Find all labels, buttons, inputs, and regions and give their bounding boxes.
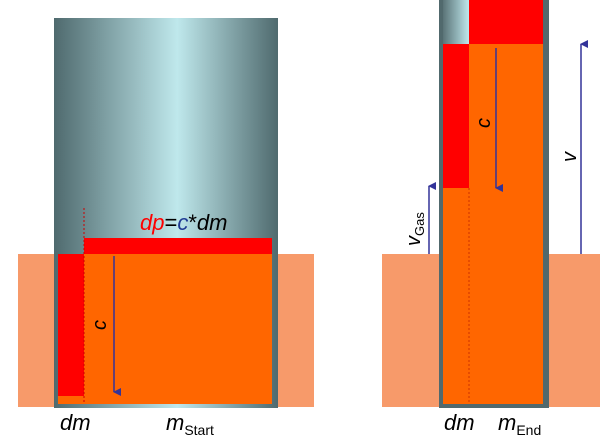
eq-star: * — [188, 210, 197, 235]
left-ground-right — [276, 254, 314, 407]
left-c-label: c — [89, 320, 111, 330]
right-gas-top — [469, 0, 543, 44]
right-vgas-label: vGas — [403, 212, 427, 246]
eq-dp: dp — [140, 210, 164, 235]
eq-c: c — [177, 210, 188, 235]
right-ground-left — [382, 254, 440, 407]
right-cylinder-window — [443, 0, 469, 44]
right-v-label: v — [559, 151, 581, 162]
right-c-label: c — [473, 118, 495, 128]
right-panel: c v vGas dm mEnd — [382, 0, 600, 436]
left-m-label: mStart — [166, 410, 214, 436]
right-dm-label: dm — [444, 410, 475, 435]
left-propellant-mass — [58, 254, 272, 404]
right-ground-right — [548, 254, 600, 407]
right-m-label: mEnd — [498, 410, 541, 436]
left-equation: dp=c*dm — [140, 210, 227, 235]
left-panel: c dp=c*dm dm mStart — [18, 18, 314, 436]
left-dm-label: dm — [60, 410, 91, 435]
eq-dm: dm — [197, 210, 228, 235]
left-gas-layer — [84, 238, 272, 254]
eq-equals: = — [164, 210, 177, 235]
left-ground-left — [18, 254, 56, 407]
left-dm-column — [58, 254, 84, 396]
right-dm-column — [443, 44, 469, 188]
